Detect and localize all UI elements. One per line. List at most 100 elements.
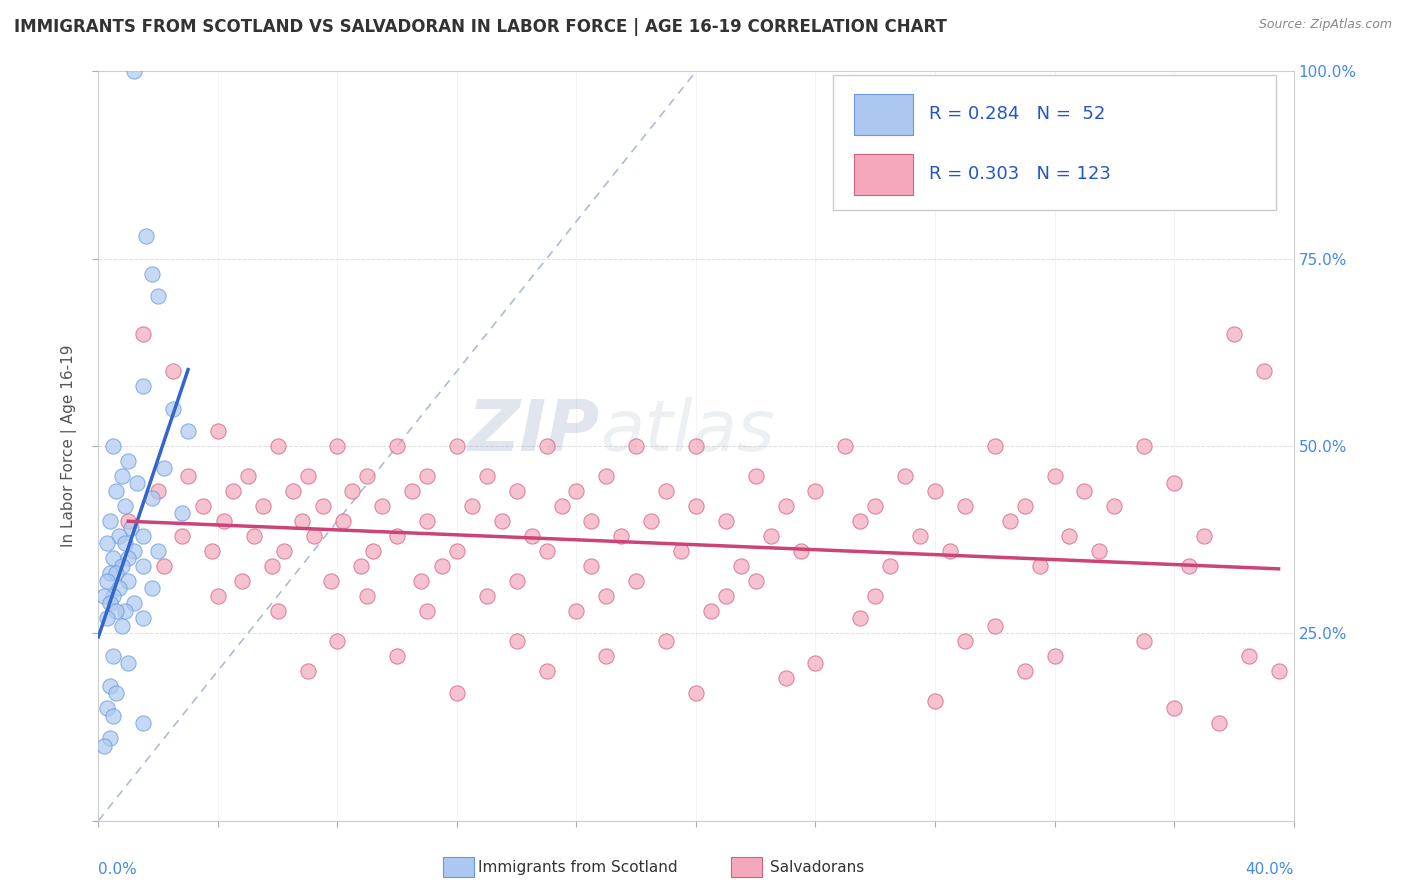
Point (953, 633, 976, 648)
Point (117, 514, 139, 528)
Point (506, 483, 529, 498)
Point (103, 648, 125, 663)
Point (1088, 544, 1111, 558)
Point (96, 574, 118, 588)
Point (93, 739, 115, 753)
Point (356, 469, 378, 483)
Point (775, 671, 797, 685)
Point (1163, 701, 1185, 715)
Text: Salvadorans: Salvadorans (770, 860, 865, 874)
Point (148, 483, 170, 498)
Point (446, 544, 468, 558)
Point (491, 514, 513, 528)
Point (804, 483, 827, 498)
Point (581, 514, 603, 528)
Point (135, 229, 157, 244)
Text: 0.0%: 0.0% (98, 863, 138, 878)
Point (640, 514, 662, 528)
Point (326, 633, 349, 648)
Point (984, 439, 1007, 453)
Point (291, 514, 314, 528)
Point (865, 499, 887, 513)
Point (111, 619, 134, 633)
Point (745, 469, 768, 483)
Point (96, 611, 118, 625)
Point (700, 604, 723, 618)
Point (114, 604, 136, 618)
Point (1253, 364, 1275, 378)
Point (105, 604, 128, 618)
Point (311, 499, 333, 513)
Point (141, 582, 163, 596)
Point (302, 529, 325, 543)
Point (385, 439, 409, 453)
Point (132, 379, 155, 393)
Point (371, 499, 394, 513)
Point (626, 439, 648, 453)
Point (108, 582, 131, 596)
Point (103, 708, 125, 723)
Point (103, 439, 125, 453)
Point (207, 424, 229, 438)
Point (834, 439, 856, 453)
Point (132, 326, 155, 341)
Point (416, 469, 439, 483)
Point (273, 544, 295, 558)
Point (759, 529, 782, 543)
Point (536, 439, 558, 453)
Point (1178, 558, 1201, 573)
Point (281, 483, 304, 498)
Point (385, 648, 409, 663)
Point (626, 574, 648, 588)
Point (267, 604, 290, 618)
Point (430, 558, 453, 573)
Point (536, 544, 558, 558)
Point (342, 483, 364, 498)
Point (416, 514, 439, 528)
Point (127, 476, 149, 491)
Point (162, 364, 184, 378)
Point (610, 529, 633, 543)
Point (1208, 716, 1230, 731)
Point (849, 514, 872, 528)
Point (411, 574, 433, 588)
Point (879, 558, 901, 573)
Point (849, 611, 872, 625)
Point (153, 558, 176, 573)
FancyBboxPatch shape (853, 94, 914, 135)
Point (108, 529, 131, 543)
Point (117, 551, 139, 566)
Point (924, 694, 946, 708)
Point (243, 529, 266, 543)
Point (714, 589, 737, 603)
Point (356, 589, 378, 603)
Point (581, 558, 603, 573)
Point (172, 529, 194, 543)
Point (124, 64, 146, 78)
Point (1223, 326, 1246, 341)
Point (297, 664, 319, 678)
Point (550, 499, 572, 513)
Point (924, 483, 946, 498)
Point (775, 499, 797, 513)
Point (595, 648, 617, 663)
Point (1192, 529, 1215, 543)
Point (1043, 648, 1066, 663)
Point (1059, 529, 1081, 543)
Point (1028, 558, 1050, 573)
Point (1133, 633, 1156, 648)
Point (124, 544, 146, 558)
Point (148, 544, 170, 558)
Point (132, 716, 155, 731)
Point (98, 731, 122, 746)
Point (475, 589, 498, 603)
Point (96, 536, 118, 550)
Point (363, 544, 385, 558)
Point (416, 604, 439, 618)
Point (565, 604, 588, 618)
Point (730, 558, 752, 573)
Point (105, 566, 128, 581)
Point (1267, 664, 1289, 678)
Point (267, 439, 290, 453)
Point (908, 529, 931, 543)
